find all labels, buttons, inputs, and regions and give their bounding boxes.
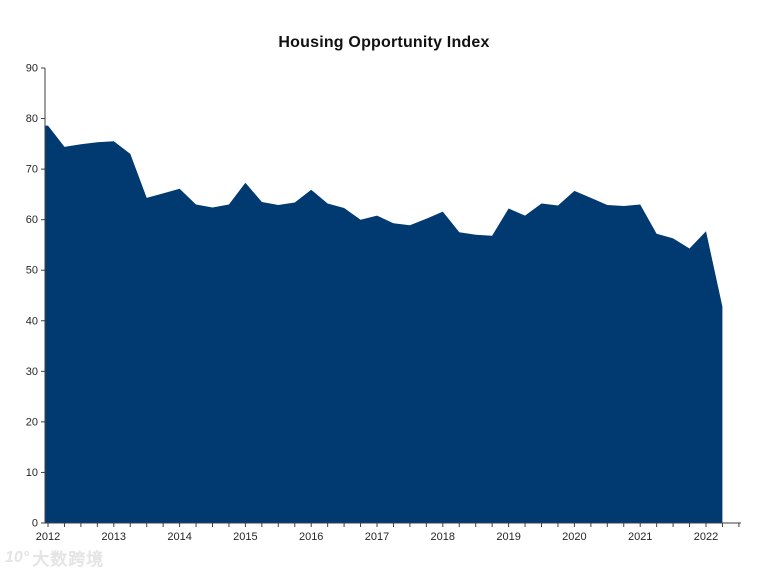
y-tick-label: 40 bbox=[26, 315, 38, 327]
y-tick-label: 80 bbox=[26, 113, 38, 125]
y-tick-label: 30 bbox=[26, 366, 38, 378]
y-tick-label: 90 bbox=[26, 63, 38, 75]
y-tick-label: 10 bbox=[26, 467, 38, 479]
y-tick-label: 70 bbox=[26, 164, 38, 176]
x-tick-label: 2015 bbox=[233, 531, 257, 543]
x-tick-label: 2014 bbox=[167, 531, 191, 543]
y-tick-label: 20 bbox=[26, 416, 38, 428]
x-tick-label: 2016 bbox=[299, 531, 323, 543]
y-tick-label: 60 bbox=[26, 214, 38, 226]
y-tick-label: 50 bbox=[26, 265, 38, 277]
area-series bbox=[45, 125, 723, 523]
chart-title: Housing Opportunity Index bbox=[278, 34, 490, 51]
watermark: 10° 大数跨境 bbox=[5, 545, 104, 570]
x-tick-label: 2013 bbox=[102, 531, 126, 543]
watermark-text: 大数跨境 bbox=[32, 550, 105, 569]
x-tick-label: 2019 bbox=[496, 531, 520, 543]
x-tick-label: 2018 bbox=[431, 531, 455, 543]
y-tick-label: 0 bbox=[32, 518, 38, 530]
x-tick-label: 2017 bbox=[365, 531, 389, 543]
watermark-logo-icon: 10° bbox=[5, 548, 30, 566]
x-tick-label: 2021 bbox=[628, 531, 652, 543]
x-tick-label: 2022 bbox=[694, 531, 718, 543]
x-tick-label: 2020 bbox=[562, 531, 586, 543]
x-tick-label: 2012 bbox=[36, 531, 60, 543]
